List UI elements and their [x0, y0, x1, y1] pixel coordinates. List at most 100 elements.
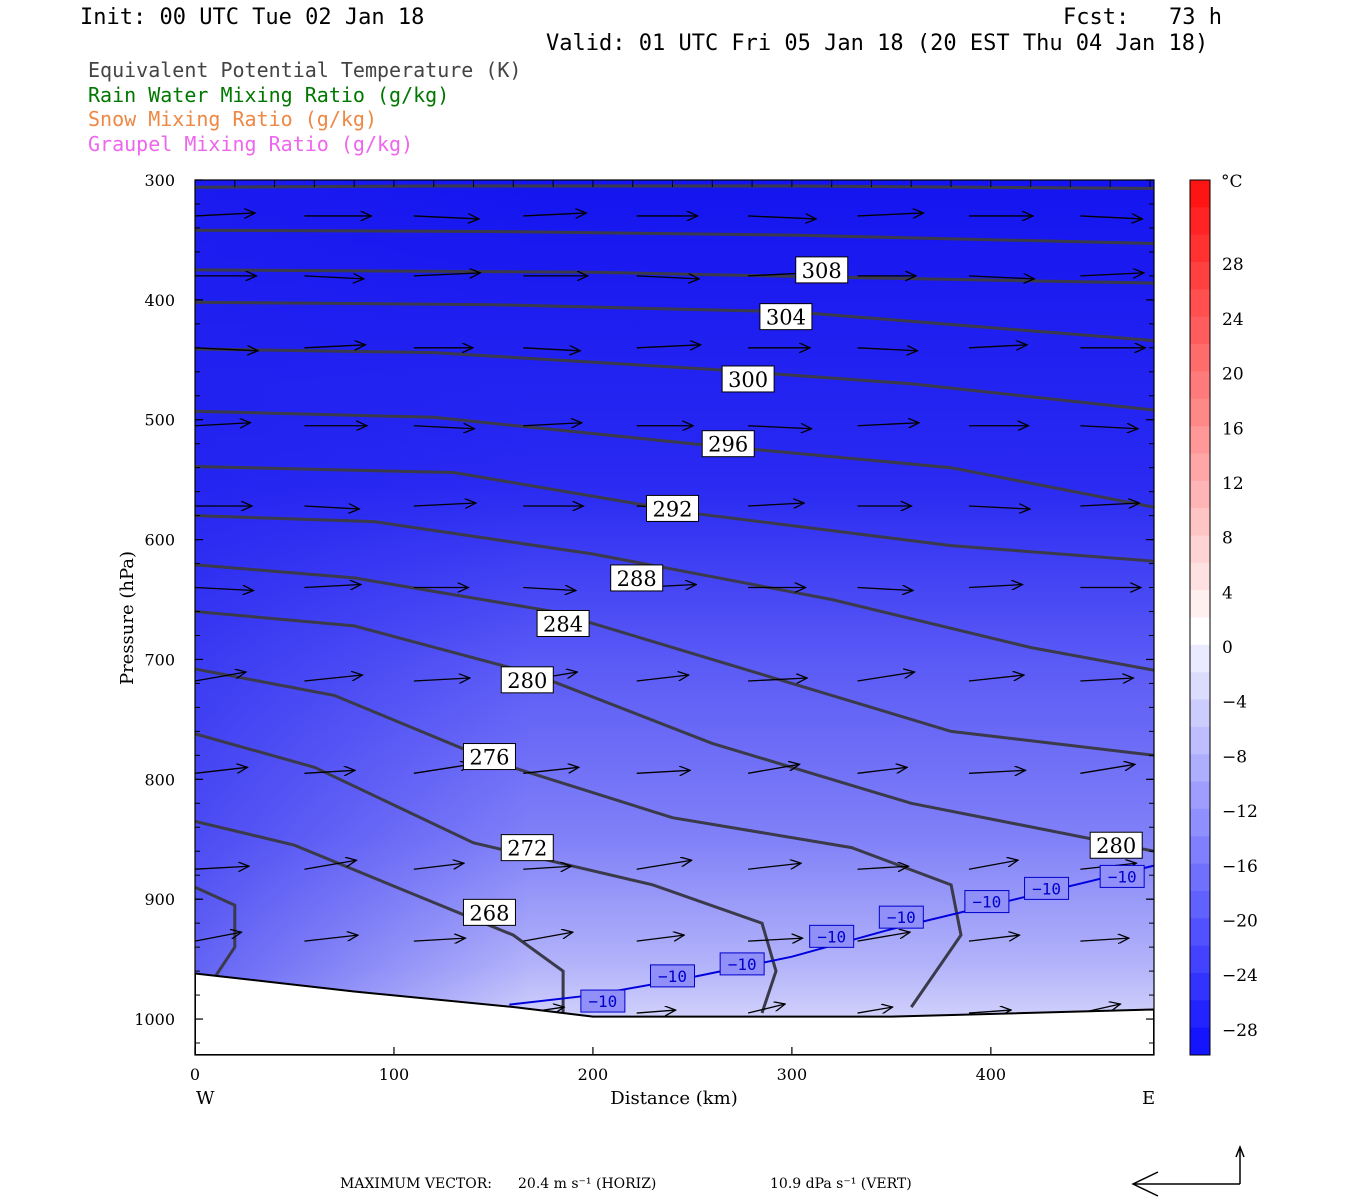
- colorbar-segment: [1190, 562, 1210, 591]
- isotherm-label: −10: [588, 992, 617, 1011]
- wind-vector: [1080, 503, 1139, 506]
- x-tick-label: 400: [976, 1065, 1007, 1084]
- colorbar-segment: [1190, 180, 1210, 208]
- wind-vector: [968, 585, 1023, 588]
- wind-vector: [523, 588, 576, 591]
- wind-vector: [304, 506, 359, 509]
- wind-vector: [523, 423, 582, 426]
- wind-vector: [748, 426, 812, 429]
- colorbar-segment: [1190, 234, 1210, 263]
- colorbar-segment: [1190, 508, 1210, 536]
- colorbar-label: 16: [1222, 419, 1244, 439]
- colorbar-segment: [1190, 863, 1210, 892]
- legend-rain: Rain Water Mixing Ratio (g/kg): [88, 83, 450, 107]
- wind-vector: [1080, 678, 1133, 681]
- colorbar-segment: [1190, 535, 1210, 564]
- wind-vector: [636, 675, 689, 682]
- colorbar-label: 0: [1222, 638, 1233, 658]
- colorbar-segment: [1190, 754, 1210, 783]
- wind-vector: [195, 866, 249, 869]
- colorbar-segment: [1190, 371, 1210, 400]
- theta-e-label-box: [462, 898, 516, 926]
- wind-vector: [195, 213, 255, 216]
- legend-snow: Snow Mixing Ratio (g/kg): [88, 107, 377, 131]
- wind-vector: [968, 276, 1035, 279]
- theta-e-contour: [195, 610, 1154, 853]
- theta-e-contour: [195, 409, 1154, 509]
- colorbar-segment: [1190, 207, 1210, 236]
- y-tick-label: 400: [144, 291, 175, 310]
- colorbar-segment: [1190, 781, 1210, 810]
- legend-theta-e: Equivalent Potential Temperature (K): [88, 58, 522, 82]
- wind-vector: [748, 938, 803, 941]
- wind-vector: [195, 348, 258, 351]
- isotherm-label-box: [964, 890, 1010, 914]
- wind-vector: [968, 675, 1024, 682]
- wind-vector: [857, 213, 924, 216]
- x-tick-label: 300: [777, 1065, 808, 1084]
- wind-vector: [968, 935, 1020, 942]
- colorbar-segment: [1190, 617, 1210, 646]
- wind-vector: [523, 767, 579, 774]
- theta-e-contour: [195, 563, 1154, 757]
- theta-e-contour: [195, 732, 778, 1014]
- theta-e-label: 280: [507, 669, 547, 693]
- valid-time: Valid: 01 UTC Fri 05 Jan 18 (20 EST Thu …: [546, 31, 1209, 56]
- wind-vector: [857, 932, 911, 942]
- theta-e-label-box: [646, 494, 700, 522]
- y-axis-label: Pressure (hPa): [117, 551, 138, 685]
- theta-e-label: 300: [728, 368, 768, 392]
- colorbar-segment: [1190, 918, 1210, 947]
- theta-e-label: 296: [708, 433, 748, 457]
- theta-e-label-box: [721, 365, 775, 393]
- isotherm-label-box: [809, 924, 855, 948]
- colorbar-label: 28: [1222, 255, 1244, 275]
- y-tick-label: 500: [144, 411, 175, 430]
- wind-vector: [523, 213, 586, 216]
- terrain-underground: [195, 972, 1154, 1055]
- colorbar-label: 20: [1222, 365, 1244, 385]
- wind-vector: [195, 767, 248, 774]
- wind-vector: [1080, 273, 1144, 276]
- wind-vector: [304, 935, 358, 942]
- wind-vector: [413, 216, 479, 219]
- colorbar-label: −8: [1222, 747, 1247, 767]
- wind-vector: [413, 678, 470, 681]
- colorbar-label: 4: [1222, 583, 1233, 603]
- wind-vector: [968, 506, 1030, 509]
- theta-e-label-box: [1089, 831, 1143, 859]
- colorbar-segment: [1190, 890, 1210, 919]
- isotherm-label: −10: [817, 927, 846, 946]
- forecast-hour: Fcst: 73 h: [1063, 5, 1222, 30]
- wind-vector: [636, 935, 685, 942]
- colorbar-segment: [1190, 836, 1210, 865]
- y-tick-label: 800: [144, 770, 175, 789]
- x-tick-label: 100: [379, 1065, 410, 1084]
- wind-vector: [413, 764, 472, 774]
- isotherm-label-box: [580, 989, 626, 1013]
- theta-e-label: 308: [802, 259, 842, 283]
- colorbar-segment: [1190, 289, 1210, 318]
- theta-e-label: 280: [1096, 834, 1136, 858]
- wind-vector: [748, 764, 800, 774]
- wind-vector: [748, 503, 804, 506]
- isotherm-label: −10: [658, 967, 687, 986]
- wind-vector: [636, 1010, 676, 1013]
- wind-vector: [413, 503, 476, 506]
- y-tick-label: 600: [144, 531, 175, 550]
- colorbar-segment: [1190, 316, 1210, 345]
- legend-graupel: Graupel Mixing Ratio (g/kg): [88, 132, 414, 156]
- wind-vector: [968, 770, 1026, 773]
- colorbar-label: −24: [1222, 966, 1258, 986]
- wind-vector: [304, 675, 362, 682]
- theta-e-contour: [195, 268, 1154, 285]
- wind-vector: [195, 423, 251, 426]
- y-tick-label: 300: [144, 171, 175, 190]
- colorbar-segment: [1190, 480, 1210, 509]
- wind-vector: [195, 932, 242, 942]
- colorbar-segment: [1190, 262, 1210, 290]
- isotherm-label: −10: [1108, 867, 1137, 886]
- theta-e-contour: [195, 347, 1154, 412]
- y-tick-label: 700: [144, 650, 175, 669]
- wind-vector: [748, 678, 807, 681]
